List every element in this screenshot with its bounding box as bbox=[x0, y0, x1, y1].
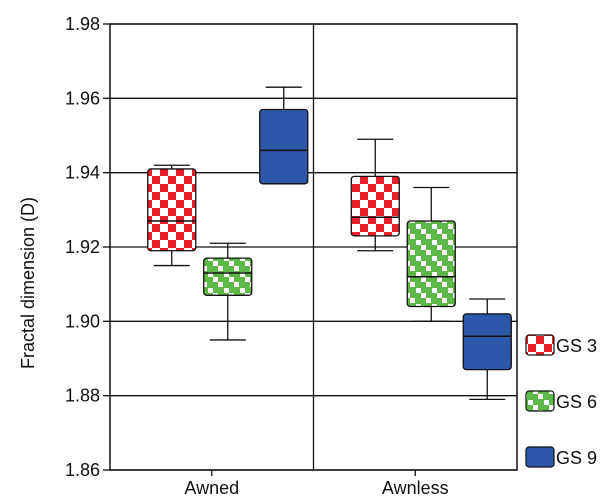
legend-swatch-2 bbox=[525, 390, 555, 412]
x-tick-label-1: Awnless bbox=[382, 478, 449, 498]
box-awnless bbox=[350, 175, 400, 237]
legend-swatch-3 bbox=[525, 446, 555, 468]
y-tick-label-1: 1.88 bbox=[65, 386, 100, 406]
tick-labels: 1.86 1.88 1.90 1.92 1.94 1.96 1.98 Awned Awnless bbox=[65, 14, 449, 498]
box-awnless bbox=[406, 220, 456, 308]
legend-label-2: GS 6 bbox=[556, 392, 597, 412]
y-tick-label-2: 1.90 bbox=[65, 311, 100, 331]
axes bbox=[103, 23, 518, 476]
y-tick-label-3: 1.92 bbox=[65, 237, 100, 257]
box-awned bbox=[203, 257, 253, 296]
y-tick-label-0: 1.86 bbox=[65, 460, 100, 480]
plot-frame bbox=[109, 23, 518, 471]
x-tick-label-0: Awned bbox=[184, 478, 239, 498]
box-awnless bbox=[462, 313, 512, 371]
legend-label-1: GS 3 bbox=[556, 336, 597, 356]
legend: GS 3 GS 6 GS 9 bbox=[525, 334, 597, 468]
box-awned bbox=[259, 108, 309, 185]
series-gs-9 bbox=[259, 86, 512, 401]
box-awned bbox=[147, 168, 197, 252]
y-tick-label-6: 1.98 bbox=[65, 14, 100, 34]
series-gs-3 bbox=[147, 138, 400, 267]
y-tick-label-4: 1.94 bbox=[65, 163, 100, 183]
series-gs-6 bbox=[203, 186, 456, 341]
legend-swatch-1 bbox=[525, 334, 555, 356]
legend-label-3: GS 9 bbox=[556, 448, 597, 468]
y-tick-label-5: 1.96 bbox=[65, 88, 100, 108]
y-axis-label: Fractal dimension (D) bbox=[18, 197, 38, 369]
box-series-layer bbox=[147, 86, 512, 401]
